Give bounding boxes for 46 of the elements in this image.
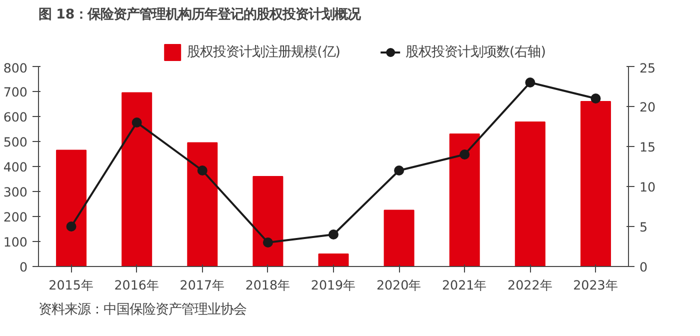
x-tick-label: 2016年 [114, 278, 160, 292]
x-tick-label: 2015年 [48, 278, 94, 292]
y-tick-label: 800 [3, 60, 28, 76]
bar [252, 176, 284, 266]
y-tick-label: 0 [19, 260, 28, 274]
bar [187, 142, 218, 266]
y2-tick-label: 15 [640, 140, 656, 154]
y-tick-label: 500 [3, 134, 28, 150]
point [394, 166, 404, 176]
point [590, 94, 601, 104]
point [525, 78, 536, 88]
y2-tick-label: 5 [640, 220, 648, 234]
x-tick-label: 2023年 [573, 278, 618, 292]
legend-label: 股权投资计划注册规模(亿) [187, 44, 340, 61]
point [132, 118, 142, 128]
x-tick-label: 2019年 [310, 278, 356, 292]
y-tick-label: 600 [3, 110, 28, 124]
bar [318, 254, 349, 266]
bar [514, 122, 546, 266]
y-tick-label: 200 [3, 210, 28, 224]
bar [449, 134, 480, 266]
point [328, 230, 338, 240]
point [197, 166, 208, 176]
x-tick-label: 2021年 [442, 278, 488, 292]
text: 资料来源：中国保险资产管理业协会 [38, 302, 246, 318]
point [262, 238, 273, 248]
y2-tick-label: 20 [640, 100, 656, 114]
y-tick-label: 100 [3, 234, 28, 250]
y-tick-label: 700 [3, 84, 28, 100]
x-tick-label: 2020年 [376, 278, 422, 292]
y2-tick-label: 25 [640, 60, 656, 76]
bar [56, 150, 87, 266]
x-tick-label: 2018年 [245, 278, 291, 292]
x-tick-label: 2017年 [180, 278, 226, 292]
legend-label: 股权投资计划项数(右轴) [406, 44, 546, 61]
bar [122, 92, 152, 266]
y-tick-label: 400 [3, 160, 28, 174]
x-tick-label: 2022年 [508, 278, 553, 292]
point [460, 150, 470, 160]
chart-title: 图 18：保险资产管理机构历年登记的股权投资计划概况 [38, 6, 362, 22]
point [66, 222, 76, 232]
bar [580, 101, 611, 266]
y-tick-label: 300 [3, 184, 28, 200]
y2-tick-label: 0 [640, 260, 648, 274]
bar [384, 210, 414, 266]
y2-tick-label: 10 [640, 180, 656, 194]
